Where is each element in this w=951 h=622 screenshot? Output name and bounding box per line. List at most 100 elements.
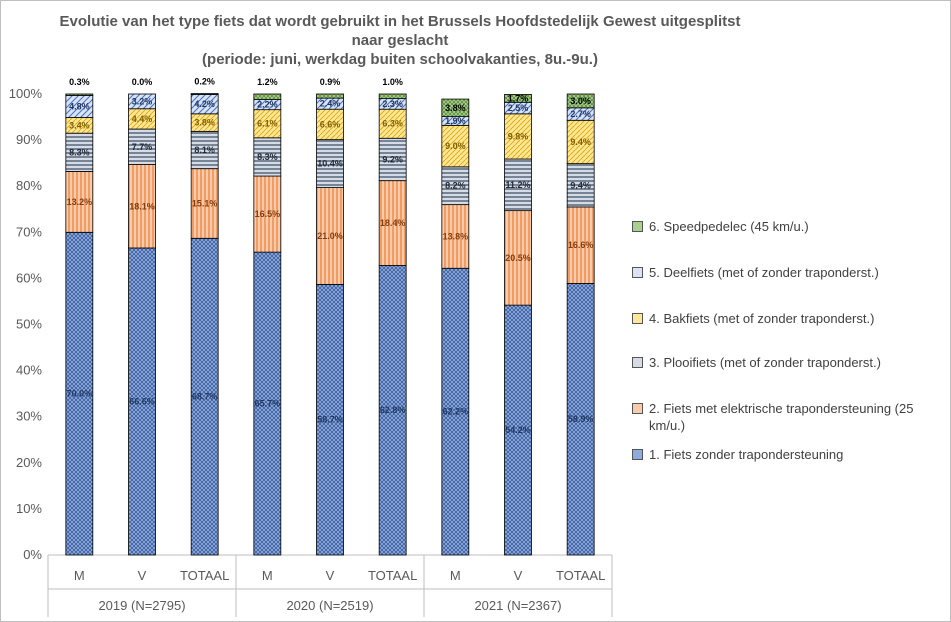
data-label: 8.2% <box>445 181 466 191</box>
bar-segment-s6-c9 <box>566 93 595 109</box>
data-label: 13.8% <box>443 231 469 241</box>
data-label: 65.7% <box>255 399 281 409</box>
data-label: 10.4% <box>317 159 343 169</box>
y-tick-label: 20% <box>16 455 42 470</box>
data-label: 4.4% <box>132 114 153 124</box>
x-category-label: TOTAAL <box>368 568 417 583</box>
data-label: 4.2% <box>194 99 215 109</box>
legend-item-elektrische-fiets: 2. Fiets met elektrische trapondersteuni… <box>632 400 939 434</box>
legend-label-fiets-zonder: 1. Fiets zonder trapondersteuning <box>649 447 844 462</box>
bar-segment-s1-c4 <box>253 251 282 556</box>
bar-segment-s6-c1 <box>65 93 94 96</box>
data-label: 1.2% <box>257 77 278 87</box>
data-label: 2.7% <box>570 109 591 119</box>
y-tick-label: 90% <box>16 132 42 147</box>
data-label: 2.3% <box>382 99 403 109</box>
chart-title-line-1: Evolutie van het type fiets dat wordt ge… <box>59 13 741 30</box>
data-label: 9.4% <box>570 180 591 190</box>
x-category-label: M <box>450 568 461 583</box>
data-labels-layer: 70.0% 13.2% 8.3% 3.4% 4.8% 0.3% 66.6% 18.1% 7.7%… <box>67 77 594 436</box>
y-tick-label: 0% <box>23 547 42 562</box>
bar-segment-s6-c6 <box>378 93 407 100</box>
bar-segment-s2-c3 <box>190 168 219 239</box>
bar-segment-s1-c5 <box>316 283 344 556</box>
data-label: 58.9% <box>568 414 594 424</box>
data-label: 9.2% <box>382 154 403 164</box>
y-tick-label: 60% <box>16 270 42 285</box>
legend-label-plooifiets: 3. Plooifiets (met of zonder traponderst… <box>649 355 881 370</box>
data-label: 9.4% <box>570 137 591 147</box>
data-label: 8.1% <box>194 145 215 155</box>
bar-segment-s3-c5 <box>316 139 344 188</box>
bar-segment-s6-c8 <box>504 94 532 103</box>
data-label: 0.2% <box>194 77 215 87</box>
data-label: 1.0% <box>382 77 403 87</box>
bar-segment-s3-c4 <box>253 137 282 177</box>
data-label: 0.3% <box>69 77 90 87</box>
bar-segment-s1-c2 <box>128 247 156 556</box>
bar-segment-s6-c5 <box>316 93 344 99</box>
x-group-label: 2019 (N=2795) <box>98 598 185 613</box>
legend-label-speedpedelec: 6. Speedpedelec (45 km/u.) <box>649 219 809 234</box>
data-label: 7.7% <box>132 142 153 152</box>
legend-item-fiets-zonder: 1. Fiets zonder trapondersteuning <box>632 446 843 463</box>
legend-swatch-elektrische-fiets <box>632 403 643 414</box>
data-label: 6.1% <box>257 119 278 129</box>
bar-segment-s1-c7 <box>441 267 470 556</box>
y-tick-label: 80% <box>16 178 42 193</box>
bar-segment-s4-c4 <box>253 109 282 139</box>
bar-segment-s1-c6 <box>378 265 407 556</box>
legend-item-deelfiets: 5. Deelfiets (met of zonder traponderst.… <box>632 264 879 281</box>
bar-segment-s2-c4 <box>253 175 282 253</box>
data-label: 2.2% <box>257 100 278 110</box>
bars-layer <box>65 93 595 556</box>
bar-segment-s4-c6 <box>378 108 407 139</box>
y-tick-label: 10% <box>16 501 42 516</box>
data-label: 4.8% <box>69 101 90 111</box>
x-category-label: V <box>326 568 335 583</box>
bar-segment-s2-c7 <box>441 204 470 269</box>
data-label: 9.8% <box>508 131 529 141</box>
bar-segment-s3-c6 <box>378 137 407 182</box>
x-group-label: 2021 (N=2367) <box>474 598 561 613</box>
x-category-label: TOTAAL <box>556 568 605 583</box>
chart-title-line-2: naar geslacht <box>351 32 449 49</box>
data-label: 13.2% <box>67 197 93 207</box>
legend-swatch-fiets-zonder <box>632 449 643 460</box>
legend-item-plooifiets: 3. Plooifiets (met of zonder traponderst… <box>632 354 881 371</box>
legend-label-deelfiets: 5. Deelfiets (met of zonder traponderst.… <box>649 265 879 280</box>
bar-segment-s4-c7 <box>441 124 470 168</box>
bar-segment-s6-c4 <box>253 93 282 100</box>
legend-label-elektrische-fiets: 2. Fiets met elektrische trapondersteuni… <box>649 401 914 433</box>
bar-segment-s2-c5 <box>316 187 344 285</box>
bar-segment-s2-c1 <box>65 171 94 233</box>
data-label: 0.9% <box>320 77 341 87</box>
x-category-label: M <box>262 568 273 583</box>
data-label: 6.6% <box>320 119 341 129</box>
data-label: 8.3% <box>257 152 278 162</box>
data-label: 3.2% <box>132 96 153 106</box>
data-label: 3.8% <box>194 118 215 128</box>
data-label: 1.7% <box>508 93 529 103</box>
data-label: 18.4% <box>380 218 406 228</box>
data-label: 70.0% <box>67 389 93 399</box>
x-category-label: V <box>138 568 147 583</box>
data-label: 3.8% <box>445 103 466 113</box>
bar-segment-s3-c2 <box>128 128 156 165</box>
bar-segment-s4-c8 <box>504 113 532 160</box>
data-label: 62.2% <box>443 407 469 417</box>
y-tick-label: 100% <box>9 86 43 101</box>
bar-segment-s2-c2 <box>128 164 156 249</box>
data-label: 15.1% <box>192 198 218 208</box>
data-label: 3.0% <box>570 96 591 106</box>
legend-swatch-bakfiets <box>632 313 643 324</box>
legend-label-bakfiets: 4. Bakfiets (met of zonder traponderst.) <box>649 311 875 326</box>
data-label: 58.7% <box>317 415 343 425</box>
axis-layer: 0% 10% 20% 30% 40% 50% 60% 70% 80% 90% 100% M V TOTAA… <box>9 86 613 617</box>
legend-item-bakfiets: 4. Bakfiets (met of zonder traponderst.) <box>632 310 874 327</box>
chart-title: Evolutie van het type fiets dat wordt ge… <box>40 12 760 69</box>
bar-segment-s2-c9 <box>566 206 595 284</box>
data-label: 66.6% <box>129 396 155 406</box>
data-label: 1.9% <box>445 116 466 126</box>
